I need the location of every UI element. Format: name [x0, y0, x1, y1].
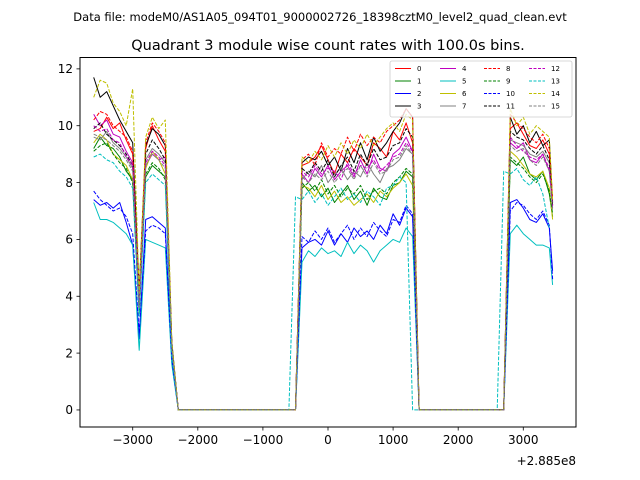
legend-item-5: 5 [440, 78, 466, 86]
legend-label: 3 [417, 103, 421, 111]
legend-item-15: 15 [529, 103, 560, 111]
x-tick-label: 0 [324, 433, 332, 447]
x-tick-label: 1000 [378, 433, 409, 447]
legend-label: 0 [417, 65, 421, 73]
y-tick-label: 10 [58, 119, 73, 133]
y-axis: 0 2 4 6 8 10 12 [58, 62, 80, 417]
legend-label: 6 [462, 90, 467, 98]
x-tick-label: −3000 [112, 433, 153, 447]
legend-label: 10 [506, 90, 515, 98]
legend-label: 12 [551, 65, 560, 73]
y-tick-label: 12 [58, 62, 73, 76]
legend-item-0: 0 [395, 65, 421, 73]
series-line-15 [93, 133, 554, 411]
y-tick-label: 8 [65, 176, 73, 190]
x-tick-label: −1000 [243, 433, 284, 447]
x-tick-label: −2000 [178, 433, 219, 447]
x-axis: −3000 −2000 −1000 0 1000 2000 3000 [112, 427, 539, 447]
legend-label: 1 [417, 78, 421, 86]
legend-label: 15 [551, 103, 560, 111]
y-tick-label: 4 [65, 290, 73, 304]
legend-item-10: 10 [484, 90, 515, 98]
legend-item-13: 13 [529, 78, 560, 86]
x-tick-label: 3000 [508, 433, 539, 447]
legend-label: 9 [506, 78, 510, 86]
legend-item-14: 14 [529, 90, 560, 98]
legend-label: 11 [506, 103, 515, 111]
legend-label: 4 [462, 65, 467, 73]
x-tick-label: 2000 [443, 433, 474, 447]
y-tick-label: 6 [65, 233, 73, 247]
x-offset-text: +2.885e8 [517, 454, 576, 468]
y-tick-label: 2 [65, 346, 73, 360]
legend-item-2: 2 [395, 90, 421, 98]
legend-item-8: 8 [484, 65, 510, 73]
y-tick-label: 0 [65, 403, 73, 417]
legend-item-3: 3 [395, 103, 421, 111]
series-line-14 [93, 79, 554, 411]
legend-label: 5 [462, 78, 466, 86]
legend-label: 8 [506, 65, 510, 73]
legend-item-4: 4 [440, 65, 467, 73]
legend-label: 13 [551, 78, 560, 86]
legend-item-1: 1 [395, 78, 421, 86]
legend-item-12: 12 [529, 65, 560, 73]
legend-item-9: 9 [484, 78, 510, 86]
legend-item-7: 7 [440, 103, 466, 111]
legend-item-6: 6 [440, 90, 467, 98]
plot-frame [79, 57, 577, 428]
legend-label: 7 [462, 103, 466, 111]
plot-lines [93, 77, 554, 411]
legend-frame [389, 60, 573, 118]
legend-label: 2 [417, 90, 421, 98]
chart-title: Quadrant 3 module wise count rates with … [131, 38, 525, 54]
suptitle: Data file: modeM0/AS1A05_094T01_90000027… [73, 10, 567, 24]
legend-item-11: 11 [484, 103, 515, 111]
legend-label: 14 [551, 90, 560, 98]
